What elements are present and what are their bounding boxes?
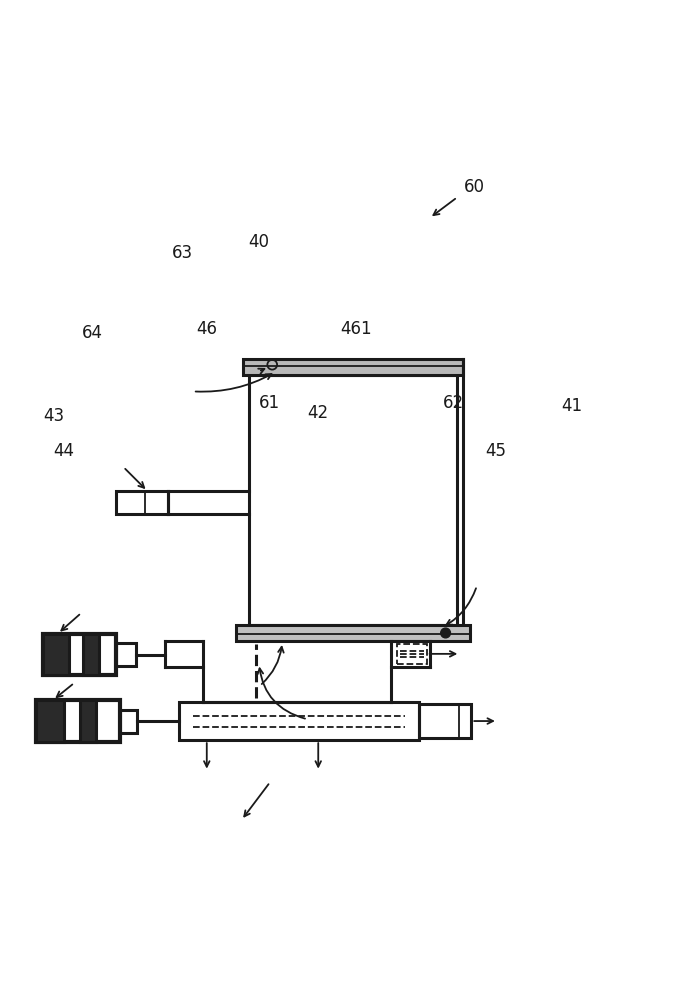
Bar (116, 491, 168, 514)
Bar (236, 625, 470, 641)
Bar (80, 700, 96, 742)
Text: 64: 64 (81, 324, 102, 342)
Bar (120, 710, 137, 733)
Bar (83, 634, 99, 675)
Text: 44: 44 (54, 442, 75, 460)
Bar (243, 359, 463, 375)
Bar (43, 634, 69, 675)
Bar (43, 634, 116, 675)
Text: 42: 42 (308, 404, 329, 422)
Bar (419, 704, 471, 738)
Bar (116, 643, 136, 666)
Text: 46: 46 (196, 320, 217, 338)
Bar (249, 375, 457, 625)
Text: 40: 40 (248, 233, 270, 251)
Bar (36, 700, 64, 742)
Bar (36, 700, 120, 742)
Text: 43: 43 (43, 407, 64, 425)
Bar (397, 644, 427, 664)
Text: 60: 60 (464, 178, 485, 196)
Text: 41: 41 (562, 397, 583, 415)
Circle shape (440, 628, 450, 638)
Bar (179, 702, 419, 740)
Text: 461: 461 (340, 320, 373, 338)
Text: 45: 45 (485, 442, 506, 460)
Text: 63: 63 (172, 244, 193, 262)
Text: 61: 61 (259, 394, 280, 412)
Text: 62: 62 (443, 394, 465, 412)
